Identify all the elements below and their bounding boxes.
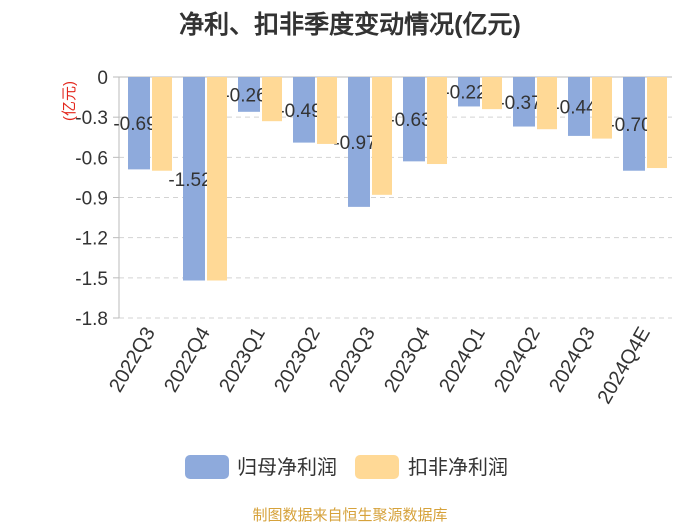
bar-value-label: -0.22 [443,83,486,104]
bar-net-profit [128,77,150,170]
x-tick-label: 2024Q4E [594,324,655,408]
bar-value-label: -0.63 [388,110,431,131]
bar-net-profit [513,77,535,127]
series-net-profit-data-labels: -0.69 -1.52 -0.26 -0.49 -0.97 -0.63 -0.22 -0.37… [113,83,651,191]
x-tick-label: 2023Q3 [325,324,380,397]
bar-net-profit [403,77,425,162]
bar-deducted-net-profit [152,77,172,171]
y-tick-label: -1.2 [75,229,108,250]
bar-value-label: -0.97 [333,133,376,154]
y-axis: 0 -0.3 -0.6 -0.9 -1.2 -1.5 -1.8 [75,68,120,330]
bar-value-label: -0.44 [553,97,597,118]
legend-label-deducted-net-profit: 扣非净利润 [408,456,508,479]
x-tick-label: 2023Q4 [380,324,435,397]
legend-item-deducted-net-profit: 扣非净利润 [355,455,508,479]
bar-deducted-net-profit [537,77,557,130]
series-deducted-net-profit-bars [152,77,667,281]
source-footer: 制图数据来自恒生聚源数据库 [252,507,447,524]
x-tick-label: 2022Q4 [160,324,215,397]
bar-value-label: -0.49 [278,101,321,122]
bar-net-profit [293,77,315,143]
legend-label-net-profit: 归母净利润 [237,456,337,479]
bar-deducted-net-profit [317,77,337,144]
bar-net-profit [183,77,205,281]
bar-net-profit [238,77,260,112]
y-tick-label: -0.3 [75,108,108,129]
y-tick-label: -1.8 [75,309,108,330]
bar-value-label: -0.37 [498,93,541,114]
x-tick-label: 2024Q2 [490,324,545,397]
bar-deducted-net-profit [647,77,667,169]
chart-title: 净利、扣非季度变动情况(亿元) [179,10,521,39]
x-axis: 2022Q3 2022Q4 2023Q1 2023Q2 2023Q3 2023Q4 2024… [105,324,655,408]
bar-value-label: -0.26 [223,85,266,106]
legend-swatch-deducted-net-profit [355,455,399,479]
x-tick-label: 2023Q1 [215,324,270,397]
x-tick-label: 2023Q2 [270,324,325,397]
legend: 归母净利润 扣非净利润 [185,455,508,479]
y-axis-unit-label: (亿元) [61,81,78,121]
bar-deducted-net-profit [427,77,447,165]
y-tick-label: -0.6 [75,148,108,169]
bar-net-profit [623,77,645,171]
bar-deducted-net-profit [262,77,282,122]
bar-value-label: -1.52 [168,170,211,191]
legend-swatch-net-profit [185,455,229,479]
y-tick-label: 0 [97,68,108,89]
x-tick-label: 2024Q1 [435,324,490,397]
series-net-profit-bars [128,77,645,281]
y-tick-label: -0.9 [75,189,108,210]
bar-value-label: -0.69 [113,114,156,135]
bar-deducted-net-profit [482,77,502,110]
bar-value-label: -0.70 [608,115,651,136]
y-tick-label: -1.5 [75,269,108,290]
x-tick-label: 2024Q3 [545,324,600,397]
bar-deducted-net-profit [372,77,392,195]
legend-item-net-profit: 归母净利润 [185,455,337,479]
x-tick-label: 2022Q3 [105,324,160,397]
bar-net-profit [568,77,590,136]
bar-deducted-net-profit [207,77,227,281]
bar-net-profit [348,77,370,207]
bar-net-profit [458,77,480,107]
bar-deducted-net-profit [592,77,612,139]
